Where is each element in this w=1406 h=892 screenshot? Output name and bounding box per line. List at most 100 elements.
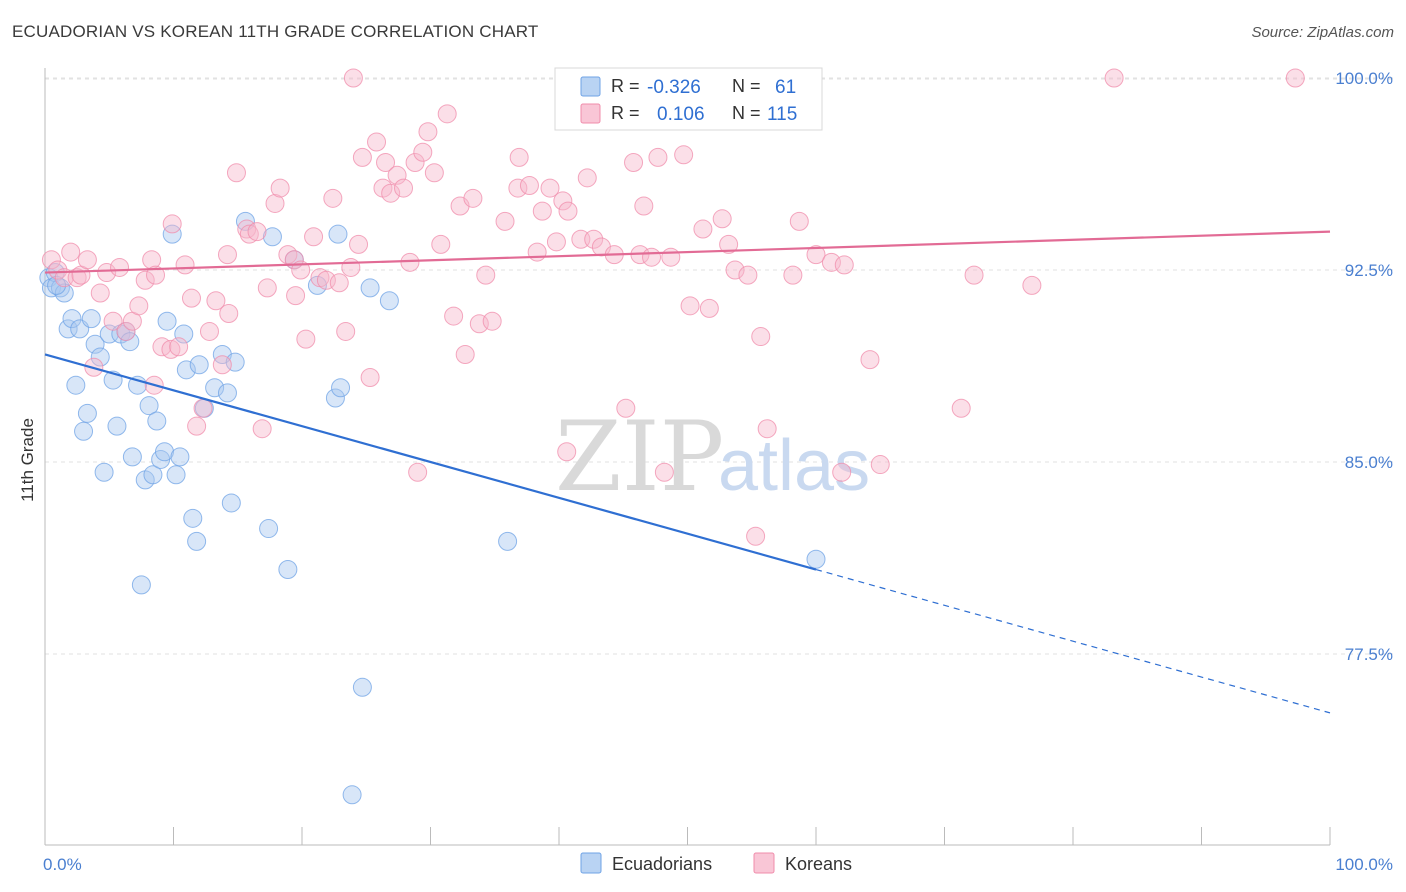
korean-point [642, 247, 662, 267]
korean-point [654, 462, 674, 482]
korean-point [394, 178, 414, 198]
korean-point [719, 234, 739, 254]
ecuadorian-point [189, 355, 209, 375]
korean-point [252, 419, 272, 439]
korean-point [352, 147, 372, 167]
legend-r-value-koreans: 0.106 [657, 104, 705, 125]
korean-point [193, 398, 213, 418]
korean-point [870, 455, 890, 475]
korean-point [239, 224, 259, 244]
korean-point [77, 250, 97, 270]
ecuadorian-point [325, 388, 345, 408]
korean-point [226, 163, 246, 183]
korean-point [455, 344, 475, 364]
korean-point [212, 355, 232, 375]
ecuadorian-point [58, 319, 78, 339]
korean-point [738, 265, 758, 285]
korean-point [161, 339, 181, 359]
korean-point [789, 211, 809, 231]
ecuadorian-point [157, 311, 177, 331]
korean-point [540, 178, 560, 198]
korean-point [405, 152, 425, 172]
korean-point [431, 234, 451, 254]
ecuadorian-point [342, 785, 362, 805]
korean-point [408, 462, 428, 482]
ecuadorian-trend-line [44, 353, 817, 571]
korean-point [162, 214, 182, 234]
ecuadorian-point [221, 493, 241, 513]
korean-point [110, 257, 130, 277]
korean-point [367, 132, 387, 152]
ecuadorian-point [162, 224, 182, 244]
korean-point [278, 245, 298, 265]
ecuadorian-point [147, 411, 167, 431]
ecuadorian-point [278, 560, 298, 580]
korean-trend-line [44, 230, 1331, 274]
korean-point [482, 311, 502, 331]
korean-point [699, 298, 719, 318]
korean-point [187, 416, 207, 436]
korean-point [553, 191, 573, 211]
korean-point [381, 183, 401, 203]
korean-point [806, 245, 826, 265]
korean-point [97, 263, 117, 283]
legend-swatch-ecuadorians [580, 76, 601, 97]
legend-n-value-koreans: 115 [767, 104, 797, 125]
korean-point [751, 327, 771, 347]
legend-r-label-ecuadorians: R = [611, 76, 640, 96]
ecuadorian-point [131, 575, 151, 595]
korean-point [495, 211, 515, 231]
source-note: Source: ZipAtlas.com [1251, 24, 1394, 41]
korean-point [1022, 275, 1042, 295]
korean-point [674, 145, 694, 165]
korean-point [558, 201, 578, 221]
korean-point [323, 188, 343, 208]
ecuadorian-point [74, 421, 94, 441]
korean-point [413, 142, 433, 162]
y-tick-label: 100.0% [1335, 69, 1393, 88]
ecuadorian-point [107, 416, 127, 436]
trend-lines [44, 230, 1331, 714]
korean-point [532, 201, 552, 221]
legend-n-label-ecuadorians: N = [732, 76, 761, 96]
ecuadorian-point [352, 677, 372, 697]
ecuadorian-point [139, 396, 159, 416]
ecuadorian-point [205, 378, 225, 398]
x-tick-labels: 0.0% 100.0% [43, 855, 1393, 874]
legend-r-label-koreans: R = [611, 103, 640, 123]
korean-point [304, 227, 324, 247]
korean-point [61, 242, 81, 262]
y-axis-title: 11th Grade [18, 418, 37, 502]
ecuadorian-point [47, 275, 67, 295]
x-tick-label: 100.0% [1335, 855, 1393, 874]
ecuadorian-trend-extension [815, 568, 1331, 714]
korean-point [257, 278, 277, 298]
korean-point [270, 178, 290, 198]
korean-point [476, 265, 496, 285]
korean-point [712, 209, 732, 229]
korean-point [175, 255, 195, 275]
korean-point [661, 247, 681, 267]
x-tick-label: 0.0% [43, 855, 82, 874]
ecuadorian-point [379, 291, 399, 311]
korean-point [181, 288, 201, 308]
korean-point [146, 265, 166, 285]
ecuadorian-point [217, 383, 237, 403]
legend-n-value-ecuadorians: 61 [775, 77, 796, 98]
ecuadorian-point [170, 447, 190, 467]
ecuadorian-point [806, 549, 826, 569]
korean-point [860, 350, 880, 370]
watermark-atlas: atlas [718, 426, 870, 506]
ecuadorian-point [62, 309, 82, 329]
korean-point [832, 462, 852, 482]
ecuadorian-point [174, 324, 194, 344]
ecuadorian-point [360, 278, 380, 298]
korean-point [616, 398, 636, 418]
y-tick-label: 85.0% [1345, 453, 1393, 472]
korean-point [444, 306, 464, 326]
ecuadorian-point [176, 360, 196, 380]
ecuadorian-point [90, 347, 110, 367]
axes [44, 68, 1331, 846]
korean-point [424, 163, 444, 183]
